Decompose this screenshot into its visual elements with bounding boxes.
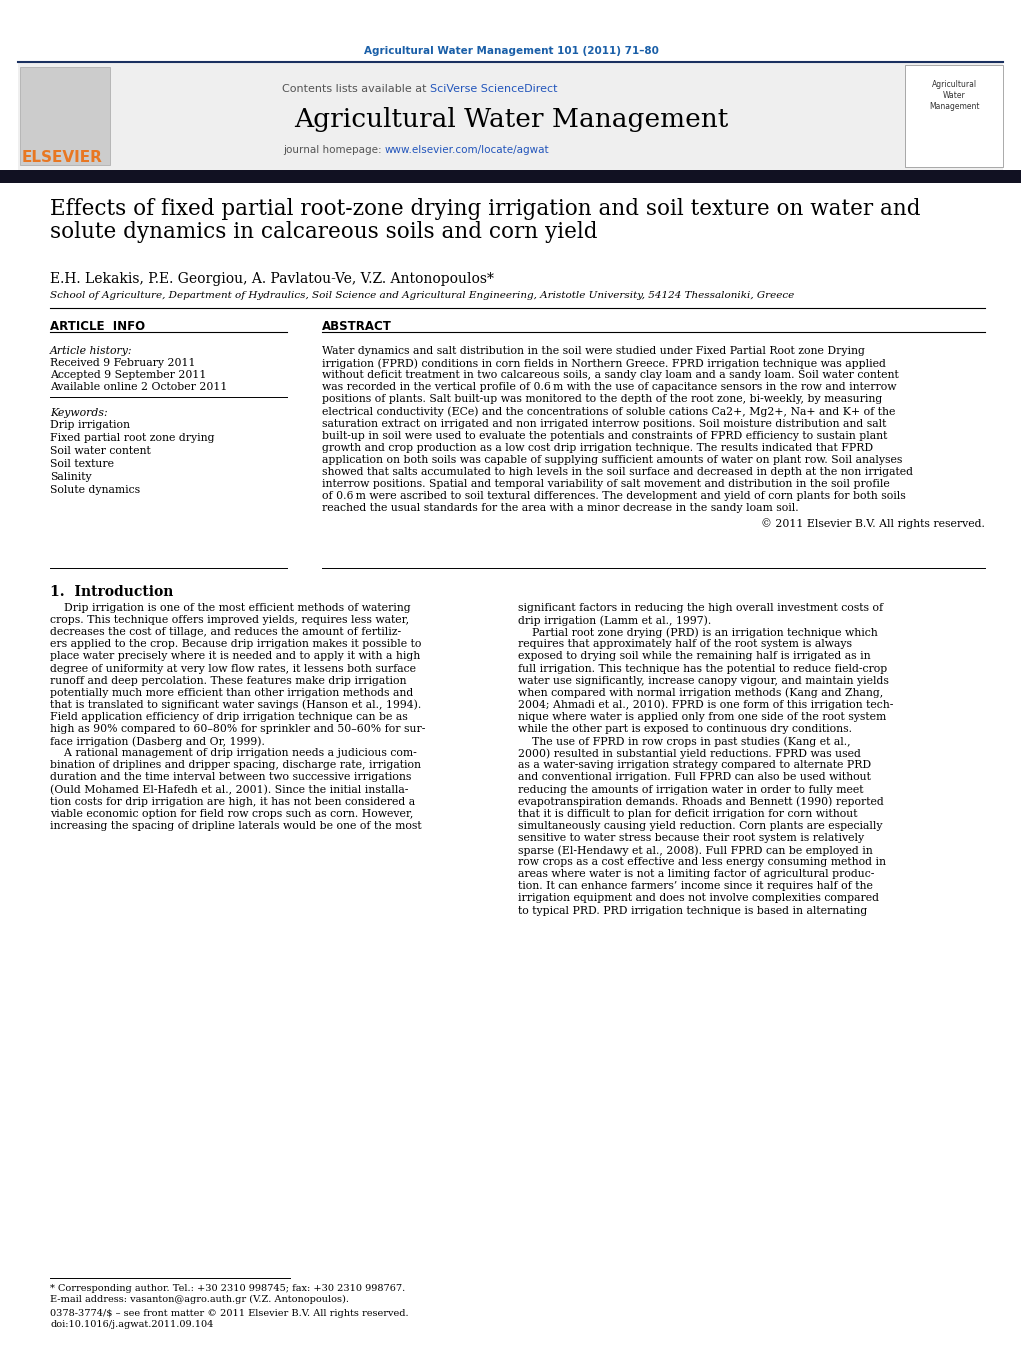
Text: reducing the amounts of irrigation water in order to fully meet: reducing the amounts of irrigation water… xyxy=(518,785,864,794)
Text: 2004; Ahmadi et al., 2010). FPRD is one form of this irrigation tech-: 2004; Ahmadi et al., 2010). FPRD is one … xyxy=(518,700,893,711)
Text: when compared with normal irrigation methods (Kang and Zhang,: when compared with normal irrigation met… xyxy=(518,688,883,698)
Text: Soil texture: Soil texture xyxy=(50,459,114,469)
Text: degree of uniformity at very low flow rates, it lessens both surface: degree of uniformity at very low flow ra… xyxy=(50,663,416,674)
Text: journal homepage:: journal homepage: xyxy=(283,145,385,155)
Text: was recorded in the vertical profile of 0.6 m with the use of capacitance sensor: was recorded in the vertical profile of … xyxy=(322,382,896,392)
Text: without deficit treatment in two calcareous soils, a sandy clay loam and a sandy: without deficit treatment in two calcare… xyxy=(322,370,898,380)
Text: row crops as a cost effective and less energy consuming method in: row crops as a cost effective and less e… xyxy=(518,857,886,867)
Text: duration and the time interval between two successive irrigations: duration and the time interval between t… xyxy=(50,773,411,782)
Bar xyxy=(905,65,1003,168)
Text: © 2011 Elsevier B.V. All rights reserved.: © 2011 Elsevier B.V. All rights reserved… xyxy=(761,519,985,530)
Text: doi:10.1016/j.agwat.2011.09.104: doi:10.1016/j.agwat.2011.09.104 xyxy=(50,1320,213,1329)
Text: to typical PRD. PRD irrigation technique is based in alternating: to typical PRD. PRD irrigation technique… xyxy=(518,905,867,916)
Text: * Corresponding author. Tel.: +30 2310 998745; fax: +30 2310 998767.: * Corresponding author. Tel.: +30 2310 9… xyxy=(50,1283,405,1293)
Text: School of Agriculture, Department of Hydraulics, Soil Science and Agricultural E: School of Agriculture, Department of Hyd… xyxy=(50,290,794,300)
Text: 1.  Introduction: 1. Introduction xyxy=(50,585,174,598)
Text: tion costs for drip irrigation are high, it has not been considered a: tion costs for drip irrigation are high,… xyxy=(50,797,416,807)
Text: Water dynamics and salt distribution in the soil were studied under Fixed Partia: Water dynamics and salt distribution in … xyxy=(322,346,865,357)
Text: (Ould Mohamed El-Hafedh et al., 2001). Since the initial installa-: (Ould Mohamed El-Hafedh et al., 2001). S… xyxy=(50,785,408,794)
Text: areas where water is not a limiting factor of agricultural produc-: areas where water is not a limiting fact… xyxy=(518,869,874,880)
Text: bination of driplines and dripper spacing, discharge rate, irrigation: bination of driplines and dripper spacin… xyxy=(50,761,421,770)
Text: place water precisely where it is needed and to apply it with a high: place water precisely where it is needed… xyxy=(50,651,421,662)
Text: electrical conductivity (ECe) and the concentrations of soluble cations Ca2+, Mg: electrical conductivity (ECe) and the co… xyxy=(322,407,895,417)
Text: runoff and deep percolation. These features make drip irrigation: runoff and deep percolation. These featu… xyxy=(50,676,406,685)
Text: SciVerse ScienceDirect: SciVerse ScienceDirect xyxy=(430,84,557,95)
Text: application on both soils was capable of supplying sufficient amounts of water o: application on both soils was capable of… xyxy=(322,455,903,465)
Text: 0378-3774/$ – see front matter © 2011 Elsevier B.V. All rights reserved.: 0378-3774/$ – see front matter © 2011 El… xyxy=(50,1309,408,1319)
Text: nique where water is applied only from one side of the root system: nique where water is applied only from o… xyxy=(518,712,886,721)
Text: that is translated to significant water savings (Hanson et al., 1994).: that is translated to significant water … xyxy=(50,700,422,711)
Text: built-up in soil were used to evaluate the potentials and constraints of FPRD ef: built-up in soil were used to evaluate t… xyxy=(322,431,887,440)
Text: increasing the spacing of dripline laterals would be one of the most: increasing the spacing of dripline later… xyxy=(50,821,422,831)
Text: Solute dynamics: Solute dynamics xyxy=(50,485,140,494)
Text: E-mail address: vasanton@agro.auth.gr (V.Z. Antonopoulos).: E-mail address: vasanton@agro.auth.gr (V… xyxy=(50,1296,349,1304)
Text: Received 9 February 2011: Received 9 February 2011 xyxy=(50,358,195,367)
Text: showed that salts accumulated to high levels in the soil surface and decreased i: showed that salts accumulated to high le… xyxy=(322,467,913,477)
Text: positions of plants. Salt built-up was monitored to the depth of the root zone, : positions of plants. Salt built-up was m… xyxy=(322,394,882,404)
Text: Partial root zone drying (PRD) is an irrigation technique which: Partial root zone drying (PRD) is an irr… xyxy=(518,627,878,638)
Text: Drip irrigation: Drip irrigation xyxy=(50,420,130,430)
Text: growth and crop production as a low cost drip irrigation technique. The results : growth and crop production as a low cost… xyxy=(322,443,873,453)
Text: 2000) resulted in substantial yield reductions. FPRD was used: 2000) resulted in substantial yield redu… xyxy=(518,748,861,759)
Text: Available online 2 October 2011: Available online 2 October 2011 xyxy=(50,382,228,392)
Text: while the other part is exposed to continuous dry conditions.: while the other part is exposed to conti… xyxy=(518,724,852,734)
Text: solute dynamics in calcareous soils and corn yield: solute dynamics in calcareous soils and … xyxy=(50,222,597,243)
Text: of 0.6 m were ascribed to soil textural differences. The development and yield o: of 0.6 m were ascribed to soil textural … xyxy=(322,492,906,501)
Text: decreases the cost of tillage, and reduces the amount of fertiliz-: decreases the cost of tillage, and reduc… xyxy=(50,627,401,638)
Text: Effects of fixed partial root-zone drying irrigation and soil texture on water a: Effects of fixed partial root-zone dryin… xyxy=(50,199,921,220)
Text: Agricultural
Water
Management: Agricultural Water Management xyxy=(929,80,979,111)
Text: Fixed partial root zone drying: Fixed partial root zone drying xyxy=(50,434,214,443)
Text: Agricultural Water Management 101 (2011) 71–80: Agricultural Water Management 101 (2011)… xyxy=(363,46,659,55)
Bar xyxy=(18,62,1003,170)
Text: viable economic option for field row crops such as corn. However,: viable economic option for field row cro… xyxy=(50,809,414,819)
Text: irrigation (FPRD) conditions in corn fields in Northern Greece. FPRD irrigation : irrigation (FPRD) conditions in corn fie… xyxy=(322,358,886,369)
Bar xyxy=(0,170,1021,182)
Text: A rational management of drip irrigation needs a judicious com-: A rational management of drip irrigation… xyxy=(50,748,417,758)
Text: Accepted 9 September 2011: Accepted 9 September 2011 xyxy=(50,370,206,380)
Text: www.elsevier.com/locate/agwat: www.elsevier.com/locate/agwat xyxy=(385,145,549,155)
Text: potentially much more efficient than other irrigation methods and: potentially much more efficient than oth… xyxy=(50,688,414,697)
Text: and conventional irrigation. Full FPRD can also be used without: and conventional irrigation. Full FPRD c… xyxy=(518,773,871,782)
Text: Contents lists available at: Contents lists available at xyxy=(282,84,430,95)
Text: face irrigation (Dasberg and Or, 1999).: face irrigation (Dasberg and Or, 1999). xyxy=(50,736,264,747)
Text: that it is difficult to plan for deficit irrigation for corn without: that it is difficult to plan for deficit… xyxy=(518,809,858,819)
Text: ELSEVIER: ELSEVIER xyxy=(22,150,103,165)
Text: Field application efficiency of drip irrigation technique can be as: Field application efficiency of drip irr… xyxy=(50,712,407,721)
Bar xyxy=(20,68,110,165)
Text: drip irrigation (Lamm et al., 1997).: drip irrigation (Lamm et al., 1997). xyxy=(518,615,712,626)
Text: saturation extract on irrigated and non irrigated interrow positions. Soil moist: saturation extract on irrigated and non … xyxy=(322,419,886,428)
Text: ARTICLE  INFO: ARTICLE INFO xyxy=(50,320,145,332)
Text: Agricultural Water Management: Agricultural Water Management xyxy=(294,107,728,132)
Text: crops. This technique offers improved yields, requires less water,: crops. This technique offers improved yi… xyxy=(50,615,409,626)
Text: irrigation equipment and does not involve complexities compared: irrigation equipment and does not involv… xyxy=(518,893,879,904)
Text: ers applied to the crop. Because drip irrigation makes it possible to: ers applied to the crop. Because drip ir… xyxy=(50,639,422,650)
Text: Article history:: Article history: xyxy=(50,346,133,357)
Text: Drip irrigation is one of the most efficient methods of watering: Drip irrigation is one of the most effic… xyxy=(50,603,410,613)
Text: Salinity: Salinity xyxy=(50,471,92,482)
Text: water use significantly, increase canopy vigour, and maintain yields: water use significantly, increase canopy… xyxy=(518,676,889,685)
Text: evapotranspiration demands. Rhoads and Bennett (1990) reported: evapotranspiration demands. Rhoads and B… xyxy=(518,797,884,807)
Text: reached the usual standards for the area with a minor decrease in the sandy loam: reached the usual standards for the area… xyxy=(322,504,798,513)
Text: interrow positions. Spatial and temporal variability of salt movement and distri: interrow positions. Spatial and temporal… xyxy=(322,480,889,489)
Text: simultaneously causing yield reduction. Corn plants are especially: simultaneously causing yield reduction. … xyxy=(518,821,882,831)
Text: sensitive to water stress because their root system is relatively: sensitive to water stress because their … xyxy=(518,834,864,843)
Text: full irrigation. This technique has the potential to reduce field-crop: full irrigation. This technique has the … xyxy=(518,663,887,674)
Text: exposed to drying soil while the remaining half is irrigated as in: exposed to drying soil while the remaini… xyxy=(518,651,871,662)
Text: Keywords:: Keywords: xyxy=(50,408,107,417)
Text: requires that approximately half of the root system is always: requires that approximately half of the … xyxy=(518,639,852,650)
Text: E.H. Lekakis, P.E. Georgiou, A. Pavlatou-Ve, V.Z. Antonopoulos*: E.H. Lekakis, P.E. Georgiou, A. Pavlatou… xyxy=(50,272,494,286)
Text: Soil water content: Soil water content xyxy=(50,446,151,457)
Text: high as 90% compared to 60–80% for sprinkler and 50–60% for sur-: high as 90% compared to 60–80% for sprin… xyxy=(50,724,426,734)
Text: tion. It can enhance farmers’ income since it requires half of the: tion. It can enhance farmers’ income sin… xyxy=(518,881,873,892)
Text: The use of FPRD in row crops in past studies (Kang et al.,: The use of FPRD in row crops in past stu… xyxy=(518,736,850,747)
Text: ABSTRACT: ABSTRACT xyxy=(322,320,392,332)
Text: sparse (El-Hendawy et al., 2008). Full FPRD can be employed in: sparse (El-Hendawy et al., 2008). Full F… xyxy=(518,844,873,855)
Text: as a water-saving irrigation strategy compared to alternate PRD: as a water-saving irrigation strategy co… xyxy=(518,761,871,770)
Text: significant factors in reducing the high overall investment costs of: significant factors in reducing the high… xyxy=(518,603,883,613)
